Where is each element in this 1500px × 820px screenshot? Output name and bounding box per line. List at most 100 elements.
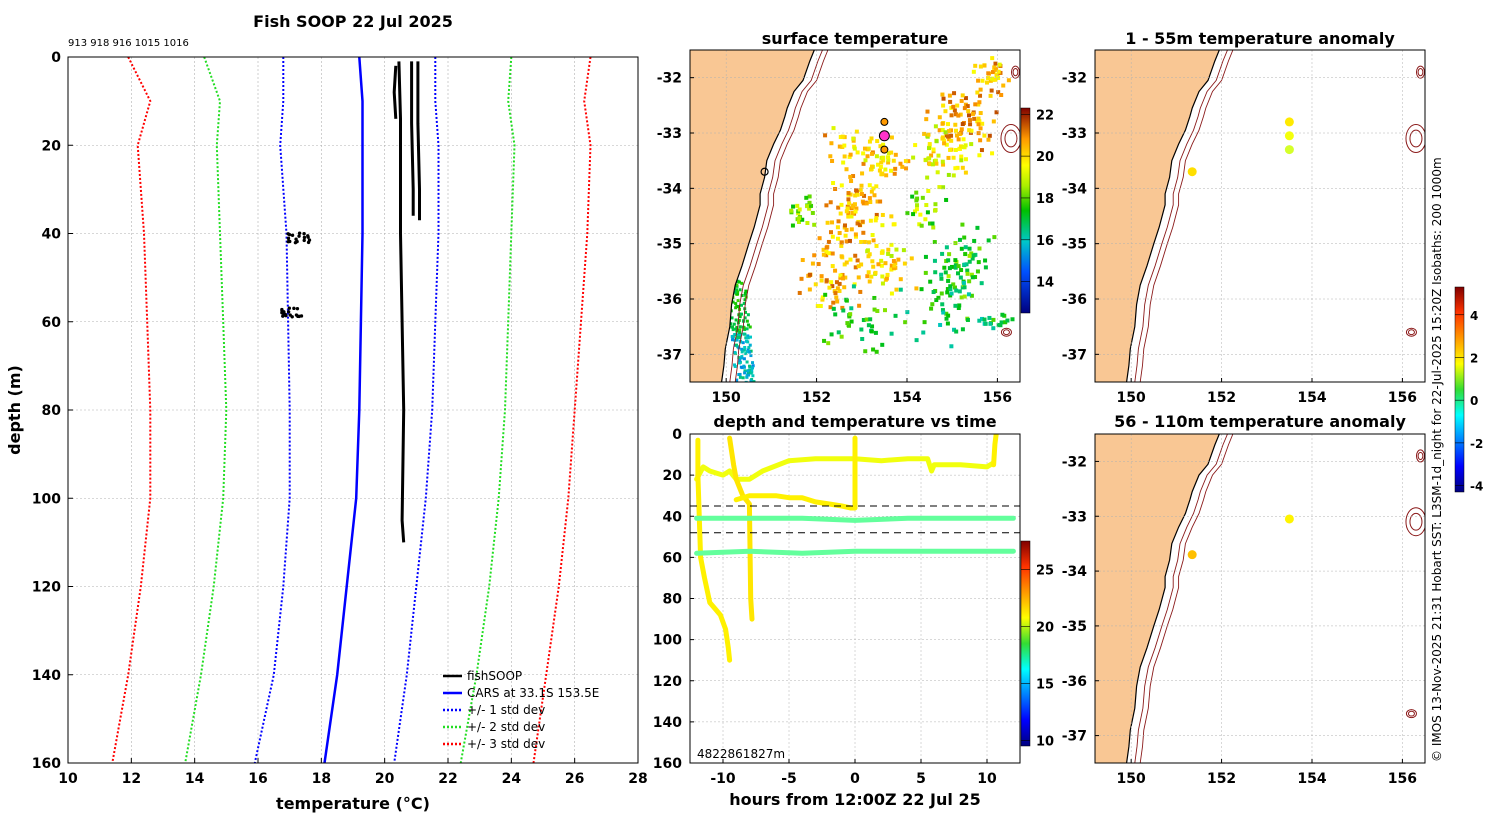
sst-pixel bbox=[927, 142, 932, 147]
sst-pixel bbox=[923, 217, 928, 222]
sst-pixel bbox=[968, 122, 973, 127]
sst-pixel bbox=[872, 295, 877, 300]
sst-pixel bbox=[913, 143, 918, 148]
sst-pixel bbox=[748, 325, 752, 329]
sst-pixel bbox=[865, 147, 870, 152]
sst-pixel bbox=[975, 225, 980, 230]
sst-pixel bbox=[876, 162, 881, 167]
sst-pixel bbox=[852, 146, 857, 151]
sst-pixel bbox=[914, 338, 919, 343]
colorbar-tick-label: 10 bbox=[1036, 734, 1054, 749]
sst-pixel bbox=[892, 266, 897, 270]
sst-pixel bbox=[934, 298, 939, 303]
sst-pixel bbox=[821, 252, 826, 257]
sst-pixel bbox=[850, 210, 855, 215]
sst-pixel bbox=[909, 256, 914, 261]
sst-pixel bbox=[1005, 318, 1010, 323]
isobath-200m bbox=[729, 50, 823, 382]
fishsoop-point bbox=[294, 313, 299, 317]
sst-pixel bbox=[949, 138, 954, 143]
sst-pixel bbox=[993, 77, 998, 82]
port-marker bbox=[760, 167, 769, 176]
std-line-2 bbox=[459, 57, 516, 763]
sst-pixel bbox=[977, 318, 982, 323]
map-y-tick-label: -32 bbox=[1062, 71, 1087, 87]
sst-pixel bbox=[901, 248, 906, 253]
ts-series-line bbox=[727, 435, 755, 622]
profile-panel: Fish SOOP 22 Jul 2025 913 918 916 1015 1… bbox=[5, 12, 648, 813]
sst-pixel bbox=[841, 308, 846, 313]
sst-pixel bbox=[878, 144, 883, 149]
fishsoop-line bbox=[397, 61, 406, 543]
sst-pixel bbox=[919, 287, 924, 292]
ts-y-tick-label: 0 bbox=[672, 427, 682, 443]
sst-pixel bbox=[940, 308, 945, 313]
sst-pixel bbox=[956, 306, 961, 311]
sst-pixel bbox=[1000, 312, 1005, 317]
fishsoop-point bbox=[302, 238, 306, 243]
fishsoop-point bbox=[297, 231, 302, 235]
sst-pixel bbox=[869, 274, 874, 279]
sst-pixel bbox=[889, 253, 894, 258]
sst-pixel bbox=[741, 341, 745, 345]
sst-pixel bbox=[940, 127, 945, 132]
anom-deep-title: 56 - 110m temperature anomaly bbox=[1114, 412, 1406, 431]
sst-pixel bbox=[949, 128, 954, 133]
map-y-tick-label: -34 bbox=[1062, 181, 1088, 197]
sst-pixel bbox=[913, 209, 918, 214]
sst-pixel bbox=[822, 338, 827, 343]
sst-pixel bbox=[948, 147, 953, 152]
sst-pixel bbox=[804, 195, 809, 200]
sst-pixel bbox=[807, 287, 812, 292]
profile-ticks: 10 12 14 16 18 20 22 24 26 28 0 20 40 60 80 100 120 140 16… bbox=[32, 50, 648, 787]
sst-pixel bbox=[810, 210, 815, 215]
land-mass bbox=[690, 50, 815, 382]
sst-pixel bbox=[742, 348, 746, 352]
sst-pixel bbox=[740, 350, 744, 354]
sst-pixel bbox=[748, 350, 752, 354]
ts-y-tick-label: 100 bbox=[653, 633, 682, 649]
sst-pixel bbox=[937, 128, 942, 133]
sst-pixel bbox=[850, 204, 855, 209]
sst-pixel bbox=[859, 192, 864, 197]
x-tick-label: 16 bbox=[248, 771, 267, 787]
sst-pixel bbox=[962, 285, 967, 290]
fishsoop-line bbox=[410, 61, 415, 216]
sst-pixel bbox=[921, 330, 926, 335]
sst-colorbar bbox=[1020, 107, 1031, 314]
sst-pixel bbox=[898, 287, 903, 292]
fishsoop-point bbox=[293, 240, 298, 245]
isobath-1000m bbox=[1139, 434, 1234, 763]
sst-pixel bbox=[872, 193, 877, 198]
sst-pixel bbox=[961, 280, 966, 285]
sst-pixel bbox=[805, 221, 810, 226]
sst-pixel bbox=[935, 170, 940, 175]
sst-pixel bbox=[891, 222, 896, 227]
sst-pixel bbox=[863, 158, 868, 163]
legend-item-sd3: +/- 3 std dev bbox=[443, 737, 545, 751]
sst-pixel bbox=[940, 159, 945, 164]
sst-pixel bbox=[955, 271, 960, 276]
sst-pixel bbox=[737, 304, 741, 308]
sst-pixel bbox=[1006, 78, 1011, 83]
sst-pixel bbox=[879, 250, 884, 255]
anomaly-point bbox=[1284, 131, 1294, 141]
ts-y-tick-label: 20 bbox=[663, 468, 683, 484]
sst-pixel bbox=[853, 253, 858, 258]
sst-pixel bbox=[926, 132, 931, 137]
map-x-tick-label: 150 bbox=[712, 390, 741, 406]
sst-pixel bbox=[839, 202, 844, 207]
sst-pixel bbox=[990, 76, 995, 81]
sst-pixel bbox=[832, 289, 837, 294]
sst-pixel bbox=[896, 257, 901, 262]
sst-pixel bbox=[833, 187, 838, 192]
sst-pixel bbox=[933, 124, 938, 129]
sst-pixel bbox=[923, 270, 928, 275]
sst-pixel bbox=[838, 135, 843, 140]
x-tick-label: 28 bbox=[628, 771, 647, 787]
sst-pixel bbox=[749, 354, 753, 358]
sst-pixel bbox=[994, 73, 999, 78]
sst-pixel bbox=[932, 258, 937, 263]
sst-pixel bbox=[863, 349, 868, 354]
ts-y-tick-label: 40 bbox=[663, 509, 683, 525]
